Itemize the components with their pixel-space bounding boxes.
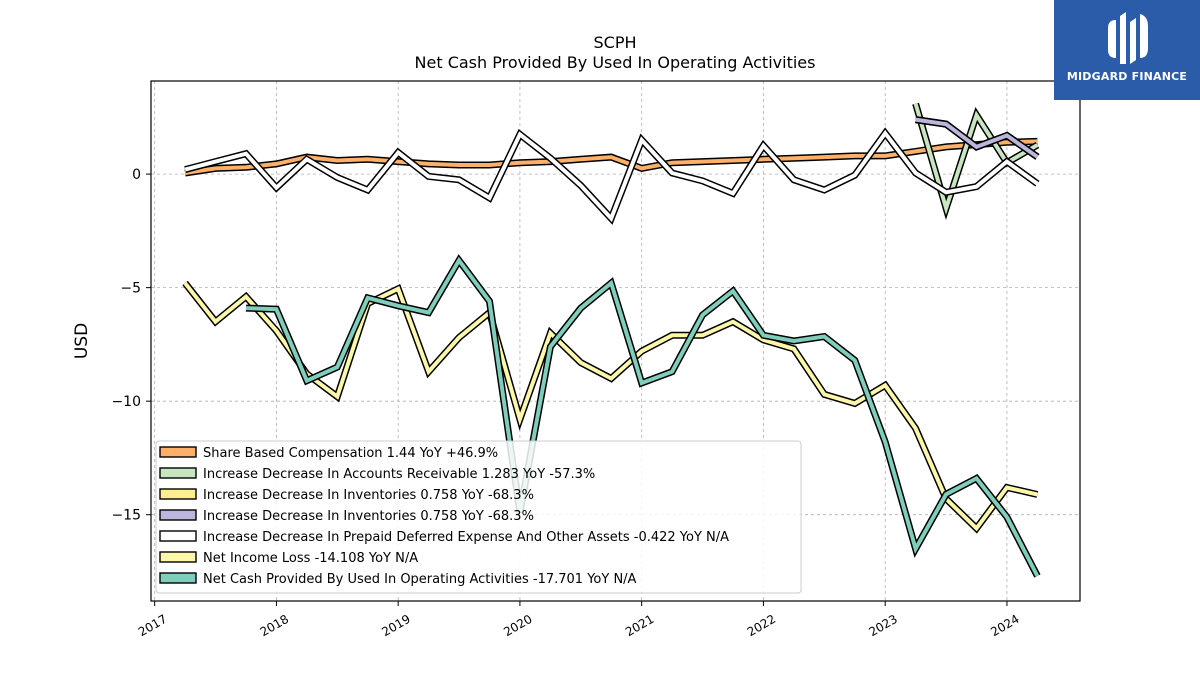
legend-item: Increase Decrease In Inventories 0.758 Y… [159, 488, 534, 503]
legend-label: Net Cash Provided By Used In Operating A… [203, 572, 637, 587]
logo-text: MIDGARD FINANCE [1066, 70, 1188, 83]
legend-label: Share Based Compensation 1.44 YoY +46.9% [203, 446, 498, 461]
x-tick-label: 2018 [258, 612, 291, 639]
chart-title: SCPH [593, 33, 636, 52]
series-line [245, 256, 1040, 577]
legend-item: Increase Decrease In Prepaid Deferred Ex… [159, 530, 729, 545]
series-line [913, 103, 1039, 215]
x-tick-label: 2022 [745, 612, 778, 639]
legend-label: Increase Decrease In Inventories 0.758 Y… [203, 488, 534, 503]
legend-label: Increase Decrease In Prepaid Deferred Ex… [203, 530, 729, 545]
x-tick-label: 2021 [623, 612, 656, 639]
legend-swatch [159, 509, 197, 521]
x-tick-label: 2024 [988, 612, 1021, 639]
series-0 [184, 137, 1038, 177]
series-5 [182, 280, 1039, 534]
legend-swatch [159, 572, 197, 584]
series-outline [184, 127, 1040, 225]
legend-box [155, 440, 802, 594]
series-line [184, 139, 1038, 175]
plot-frame [150, 80, 1081, 602]
legend-item: Increase Decrease In Accounts Receivable… [159, 467, 595, 482]
series-3 [915, 116, 1040, 160]
legend-swatch [159, 446, 197, 458]
y-tick-label: −10 [111, 394, 141, 410]
y-tick-label: −15 [111, 508, 141, 524]
legend-label: Net Income Loss -14.108 YoY N/A [203, 551, 418, 566]
series-layer [182, 102, 1041, 578]
x-tick-label: 2019 [379, 612, 412, 639]
legend-label: Increase Decrease In Inventories 0.758 Y… [203, 509, 534, 524]
legend-item: Net Income Loss -14.108 YoY N/A [159, 551, 418, 566]
legend-label: Increase Decrease In Accounts Receivable… [203, 467, 595, 482]
x-tick-label: 2017 [136, 612, 169, 639]
logo-mark-icon [1108, 12, 1148, 64]
y-tick-label: 0 [132, 167, 141, 183]
y-axis-label: USD [72, 323, 92, 359]
midgard-finance-logo: MIDGARD FINANCE [1054, 0, 1200, 100]
legend-swatch [159, 467, 197, 479]
x-tick-label: 2020 [501, 612, 534, 639]
legend-item: Net Cash Provided By Used In Operating A… [159, 572, 637, 587]
series-6 [245, 254, 1041, 578]
legend-item: Increase Decrease In Inventories 0.758 Y… [159, 509, 534, 524]
series-line [183, 281, 1038, 532]
series-4 [184, 127, 1040, 225]
legend-swatch [159, 551, 197, 563]
y-tick-label: −5 [120, 281, 141, 297]
x-tick-label: 2023 [866, 612, 899, 639]
series-1 [912, 102, 1040, 221]
legend-swatch [159, 530, 197, 542]
legend-item: Share Based Compensation 1.44 YoY +46.9% [159, 446, 498, 461]
legend-swatch [159, 488, 197, 500]
legend: Share Based Compensation 1.44 YoY +46.9%… [155, 440, 802, 594]
chart-subtitle: Net Cash Provided By Used In Operating A… [415, 53, 816, 72]
series-line [915, 117, 1039, 159]
series-line [184, 129, 1039, 223]
